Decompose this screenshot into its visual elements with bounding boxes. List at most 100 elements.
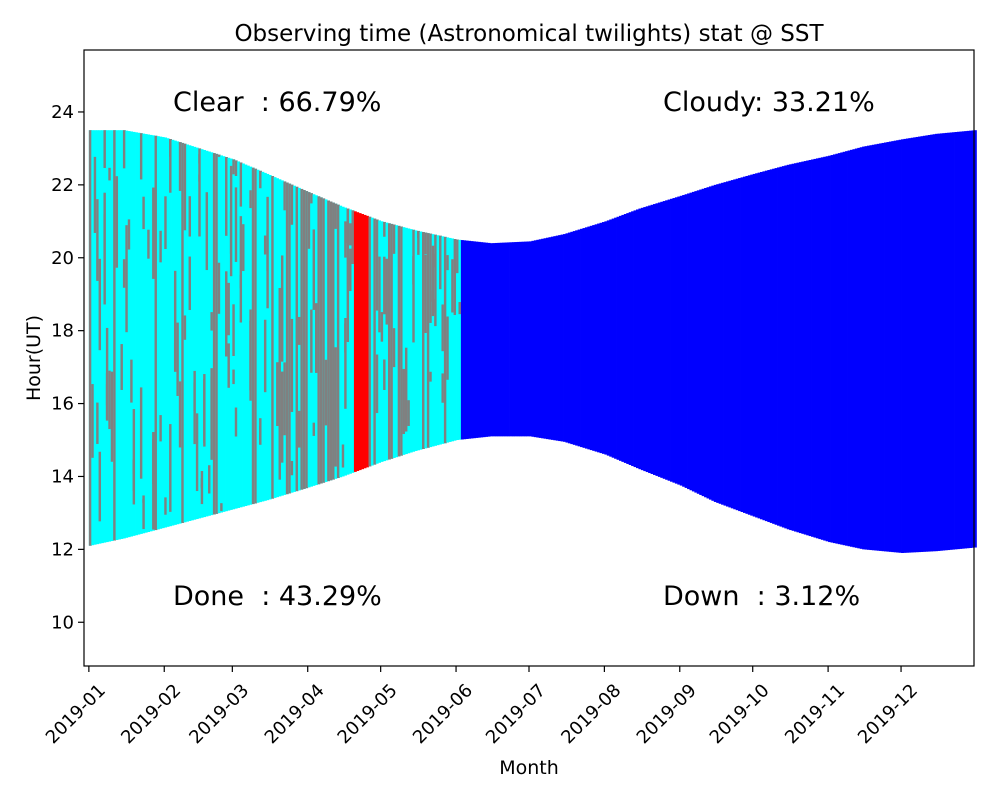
clear-segment — [193, 146, 197, 520]
night-bar-remaining — [665, 200, 668, 480]
night-bar-remaining — [920, 136, 924, 552]
night-bar-remaining — [935, 133, 938, 552]
night-bar-remaining — [835, 153, 839, 544]
night-bar-remaining — [589, 225, 593, 451]
clear-segment — [451, 238, 455, 442]
night-bar-observed — [266, 173, 270, 501]
clear-segment — [276, 178, 279, 498]
clear-segment — [166, 138, 170, 527]
night-bar-observed — [147, 134, 151, 533]
clear-segment — [244, 164, 248, 507]
night-bar-observed — [327, 200, 330, 482]
clear-segment — [434, 234, 437, 446]
night-bar-remaining — [460, 240, 464, 440]
night-bar-observed — [171, 139, 175, 526]
night-bar-remaining — [716, 184, 720, 503]
night-bar-remaining — [487, 242, 491, 437]
night-bar-observed — [239, 162, 243, 508]
night-bar-observed — [122, 130, 126, 539]
clear-segment — [312, 194, 316, 486]
night-bar-observed — [456, 239, 459, 441]
night-bar-remaining — [704, 187, 707, 498]
night-bar-remaining — [463, 240, 467, 440]
cloudy-segment — [441, 373, 445, 403]
night-bar-remaining — [507, 242, 510, 437]
night-bar-remaining — [653, 204, 656, 475]
night-bar-remaining — [477, 241, 481, 438]
night-bar-remaining — [541, 238, 544, 439]
night-bar-remaining — [922, 135, 926, 552]
night-bar-observed — [178, 142, 182, 524]
night-bar-remaining — [942, 133, 946, 551]
night-bar-remaining — [594, 224, 598, 452]
night-bar-observed — [205, 150, 209, 517]
cloudy-segment — [263, 235, 267, 255]
cloudy-segment — [96, 199, 99, 281]
night-bar-remaining — [813, 158, 817, 538]
night-bar-observed — [152, 135, 155, 531]
cloudy-segment — [417, 230, 420, 255]
night-bar-remaining — [626, 213, 630, 464]
x-tick-label: 2019-12 — [854, 680, 922, 748]
cloudy-segment — [424, 232, 428, 255]
night-bar-remaining — [611, 218, 615, 458]
night-bar-remaining — [969, 130, 972, 548]
cloudy-segment — [341, 444, 345, 468]
night-bar-remaining — [721, 182, 724, 505]
cloudy-segment — [96, 402, 99, 444]
night-bar-remaining — [633, 210, 637, 468]
night-bar-observed — [285, 182, 289, 495]
cloudy-segment — [300, 188, 304, 490]
clear-segment — [220, 155, 223, 513]
clear-segment — [453, 239, 457, 441]
night-bar-observed — [429, 233, 433, 448]
night-bar-observed — [385, 222, 389, 461]
night-bar-observed — [244, 164, 248, 507]
cloudy-segment — [319, 197, 323, 484]
night-bar-remaining — [767, 170, 771, 523]
x-axis-title: Month — [499, 757, 559, 779]
clear-segment — [171, 139, 175, 526]
night-bar-remaining — [769, 169, 773, 523]
clear-segment — [266, 173, 270, 501]
night-bar-remaining — [832, 154, 836, 544]
cloudy-segment — [169, 139, 172, 157]
night-bar-observed — [424, 232, 428, 449]
night-bar-observed — [271, 176, 275, 499]
night-bar-observed — [344, 207, 348, 476]
x-tick-label: 2019-11 — [781, 680, 849, 748]
night-bar-observed — [251, 167, 255, 505]
cloudy-segment — [122, 259, 126, 288]
night-bar-observed — [397, 225, 401, 457]
night-bar-observed — [307, 192, 311, 488]
night-bar-remaining — [618, 215, 622, 461]
night-bar-remaining — [789, 164, 793, 531]
clear-segment — [448, 237, 452, 442]
cloudy-segment — [334, 203, 338, 229]
cloudy-segment — [188, 196, 192, 237]
clear-segment — [210, 152, 214, 516]
night-bar-remaining — [828, 155, 831, 543]
clear-segment — [110, 130, 114, 542]
cloudy-segment — [249, 190, 253, 209]
night-bar-remaining — [954, 132, 958, 550]
night-bar-observed — [297, 187, 301, 491]
cloudy-segment — [132, 409, 136, 491]
clear-segment — [229, 158, 233, 510]
cloudy-segment — [132, 460, 136, 505]
night-bar-observed — [426, 233, 430, 448]
clear-segment — [190, 146, 194, 521]
night-bar-observed — [312, 194, 316, 486]
night-bar-observed — [93, 130, 97, 545]
night-bar-observed — [346, 208, 350, 475]
cloudy-segment — [392, 328, 396, 368]
cloudy-segment — [198, 148, 202, 182]
night-bar-remaining — [961, 131, 965, 549]
cloudy-segment — [227, 282, 231, 336]
night-bar-observed — [295, 186, 299, 492]
night-bar-observed — [412, 229, 416, 452]
night-bar-remaining — [944, 132, 948, 551]
night-bar-remaining — [966, 130, 970, 549]
cloudy-segment — [297, 410, 301, 448]
